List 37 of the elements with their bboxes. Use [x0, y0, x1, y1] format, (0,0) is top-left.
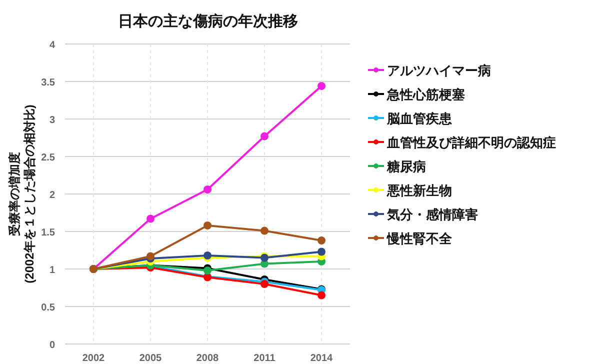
point [318, 248, 326, 256]
y-tick-label: 2 [49, 190, 56, 201]
y-tick-label: 3 [49, 115, 56, 126]
point [260, 226, 268, 235]
point [204, 186, 212, 194]
x-tick-label: 2005 [139, 353, 162, 364]
legend-label: 脳血管疾患 [386, 111, 453, 126]
point [204, 222, 212, 230]
chart-title: 日本の主な傷病の年次推移 [118, 12, 298, 30]
legend-label: 気分・感情障害 [386, 207, 478, 222]
x-tick-label: 2014 [310, 353, 334, 364]
point [318, 291, 326, 300]
x-tick-label: 2008 [196, 353, 220, 364]
point [204, 252, 212, 260]
legend-label: 急性心筋梗塞 [386, 87, 465, 102]
y-tick-label: 4 [49, 40, 56, 51]
x-tick-label: 2002 [82, 353, 106, 364]
y-tick-label: 0.5 [41, 302, 56, 314]
point [318, 82, 326, 90]
point [260, 280, 268, 288]
y-tick-label: 2.5 [41, 152, 56, 164]
x-tick-label: 2011 [254, 353, 276, 364]
y-tick-label: 3.5 [41, 78, 56, 88]
legend-label: 悪性新生物 [386, 183, 452, 198]
legend-label: 糖尿病 [386, 159, 426, 174]
y-tick-label: 1 [49, 265, 56, 276]
legend-label: アルツハイマー病 [387, 63, 491, 78]
y-tick-label: 0 [49, 340, 56, 351]
point [146, 214, 154, 223]
point [146, 252, 154, 260]
y-tick-label: 1.5 [41, 228, 56, 238]
y-axis-title: 受療率の増加度 (2002年を１とした場合の相対比) [8, 104, 36, 284]
point [318, 236, 326, 244]
point [204, 266, 212, 274]
legend-label: 慢性腎不全 [386, 231, 453, 246]
point [260, 132, 268, 140]
legend-label: 血管性及び詳細不明の認知症 [386, 135, 556, 150]
